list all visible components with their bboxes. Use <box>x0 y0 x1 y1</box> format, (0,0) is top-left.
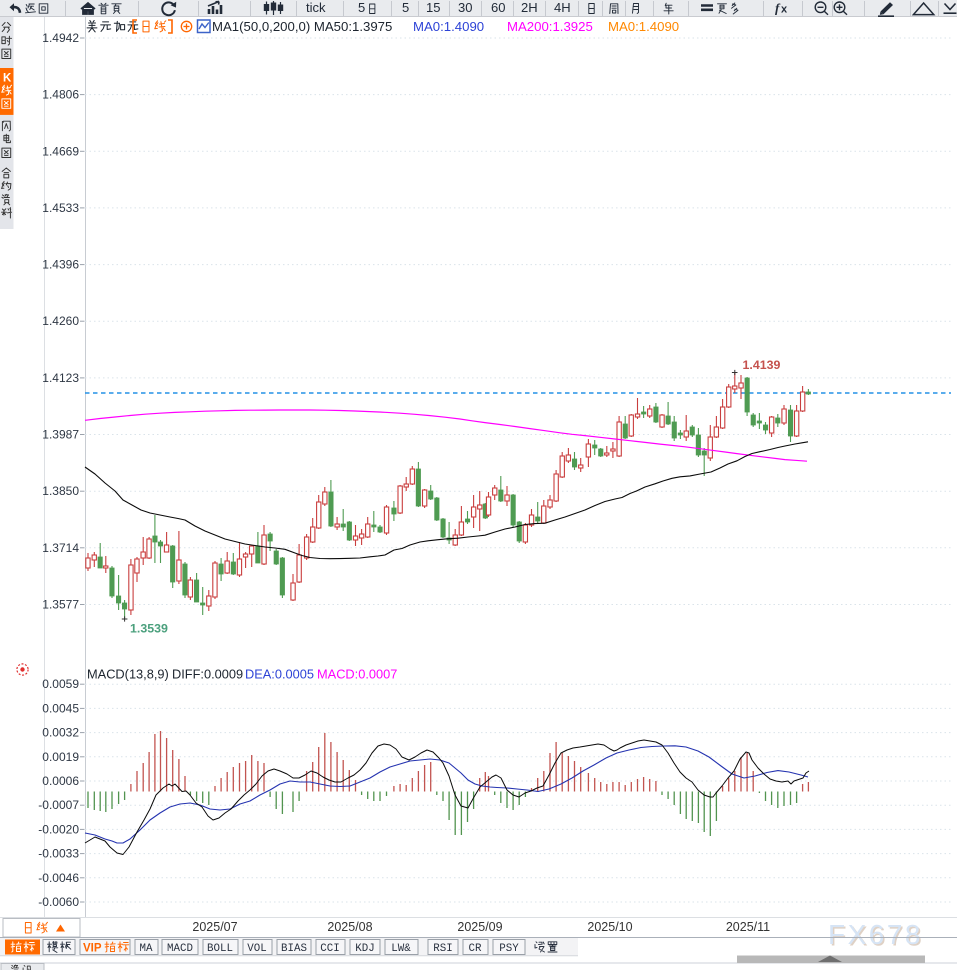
svg-text:1.3539: 1.3539 <box>130 622 168 636</box>
svg-text:MACD: MACD <box>167 943 193 955</box>
svg-text:FX678: FX678 <box>828 919 923 950</box>
svg-text:x: x <box>781 4 788 16</box>
svg-text:1.3850: 1.3850 <box>42 484 79 498</box>
svg-text:-0.0046: -0.0046 <box>38 871 79 885</box>
svg-text:2025/08: 2025/08 <box>327 920 372 934</box>
svg-text:MA0:1.4090: MA0:1.4090 <box>608 19 679 34</box>
svg-text:-0.0060: -0.0060 <box>38 895 79 909</box>
svg-text:MA: MA <box>140 943 153 955</box>
svg-text:f: f <box>775 1 781 16</box>
svg-text:MA0:1.4090: MA0:1.4090 <box>413 19 484 34</box>
svg-text:0.0032: 0.0032 <box>42 726 79 740</box>
svg-text:1.4806: 1.4806 <box>42 88 79 102</box>
svg-text:DIFF:0.0009: DIFF:0.0009 <box>172 667 243 682</box>
svg-text:0.0019: 0.0019 <box>42 750 79 764</box>
svg-text:0.0045: 0.0045 <box>42 701 79 715</box>
svg-text:2025/11: 2025/11 <box>726 920 770 934</box>
svg-text:CCI: CCI <box>320 943 339 955</box>
svg-text:MACD(13,8,9): MACD(13,8,9) <box>87 667 169 682</box>
svg-text:0.0059: 0.0059 <box>42 677 79 691</box>
svg-text:1.4669: 1.4669 <box>42 144 79 158</box>
svg-text:1.4533: 1.4533 <box>42 201 79 215</box>
svg-text:2025/10: 2025/10 <box>587 920 632 934</box>
svg-text:0.0006: 0.0006 <box>42 774 79 788</box>
svg-text:PSY: PSY <box>499 943 519 955</box>
svg-text:FX678: FX678 <box>830 921 925 952</box>
svg-text:BOLL: BOLL <box>207 943 233 955</box>
svg-text:VIP: VIP <box>83 943 102 955</box>
svg-text:1.3577: 1.3577 <box>42 598 79 612</box>
svg-text:RSI: RSI <box>433 943 452 955</box>
svg-text:-0.0020: -0.0020 <box>38 822 79 836</box>
svg-text:2025/09: 2025/09 <box>457 920 502 934</box>
svg-text:2025/07: 2025/07 <box>192 920 237 934</box>
svg-text:-0.0033: -0.0033 <box>38 847 79 861</box>
svg-text:K: K <box>3 73 12 85</box>
svg-text:BIAS: BIAS <box>281 943 307 955</box>
svg-text:-0.0007: -0.0007 <box>38 798 79 812</box>
svg-text:KDJ: KDJ <box>355 943 374 955</box>
svg-text:1.4396: 1.4396 <box>42 258 79 272</box>
svg-text:1.4139: 1.4139 <box>743 358 781 372</box>
svg-text:VOL: VOL <box>247 943 266 955</box>
svg-text:1.3714: 1.3714 <box>42 541 79 555</box>
svg-text:1.4260: 1.4260 <box>42 314 79 328</box>
svg-text:MACD:0.0007: MACD:0.0007 <box>317 667 397 682</box>
svg-text:1.4942: 1.4942 <box>42 31 79 45</box>
svg-text:LW&: LW& <box>391 943 411 955</box>
svg-text:1.3987: 1.3987 <box>42 428 79 442</box>
svg-text:DEA:0.0005: DEA:0.0005 <box>245 667 314 682</box>
svg-text:MA1(50,0,200,0) MA50:1.3975: MA1(50,0,200,0) MA50:1.3975 <box>212 19 392 34</box>
svg-text:CR: CR <box>469 943 482 955</box>
svg-text:1.4123: 1.4123 <box>42 371 79 385</box>
svg-text:MA200:1.3925: MA200:1.3925 <box>507 19 593 34</box>
